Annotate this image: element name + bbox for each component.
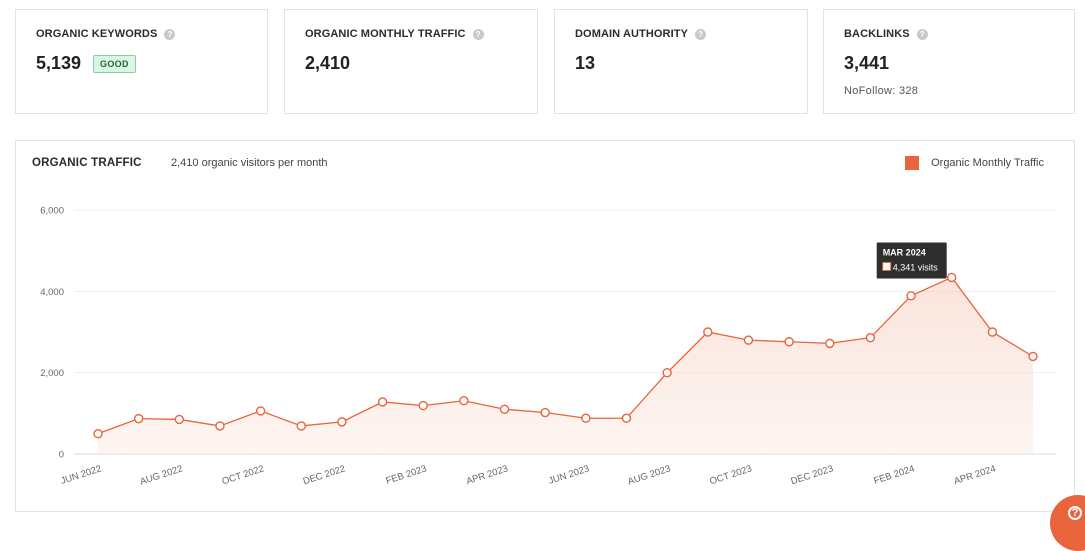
- data-point: [865, 332, 876, 343]
- data-point: [540, 407, 550, 418]
- x-tick-label: JUN 2023: [547, 463, 591, 487]
- data-point: [825, 338, 835, 349]
- card-backlinks: BACKLINKS ? 3,441 NoFollow: 328: [823, 9, 1075, 114]
- y-tick-label: 2,000: [40, 368, 64, 379]
- card-title: DOMAIN AUTHORITY ?: [575, 28, 707, 40]
- traffic-line: [97, 276, 1034, 435]
- data-point: [906, 291, 916, 301]
- tooltip-swatch: [882, 261, 892, 271]
- help-icon[interactable]: ?: [916, 28, 928, 40]
- organic-keywords-value: 5,139: [36, 53, 82, 73]
- x-tick-label: JUN 2022: [59, 463, 103, 487]
- data-point: [133, 413, 144, 424]
- data-point: [946, 272, 957, 283]
- x-tick-label: APR 2024: [953, 463, 998, 487]
- data-point: [621, 413, 632, 423]
- organic-traffic-panel: 0 2,000 4,000 6,000 JUN 2022 AUG 2022 OCT 2022…: [15, 140, 1075, 512]
- x-tick-label: APR 2023: [465, 463, 510, 487]
- data-point: [743, 335, 754, 345]
- x-tick-label: OCT 2022: [221, 463, 266, 487]
- domain-authority-value: 13: [575, 53, 596, 73]
- x-tick-label: OCT 2023: [708, 463, 753, 487]
- data-point: [255, 406, 266, 416]
- data-point: [215, 421, 225, 431]
- chart-subtitle: 2,410 organic visitors per month: [171, 157, 328, 169]
- data-point: [174, 414, 185, 425]
- traffic-chart: 0 2,000 4,000 6,000 JUN 2022 AUG 2022 OCT 2022…: [40, 206, 1056, 488]
- card-title: ORGANIC MONTHLY TRAFFIC ?: [305, 28, 484, 40]
- card-organic-monthly-traffic: ORGANIC MONTHLY TRAFFIC ? 2,410: [284, 9, 538, 114]
- chart-title: ORGANIC TRAFFIC: [32, 157, 142, 169]
- help-icon[interactable]: ?: [472, 28, 484, 40]
- tooltip-box: [876, 242, 947, 279]
- tooltip-value: 4,341 visits: [893, 262, 939, 272]
- card-title: BACKLINKS ?: [844, 28, 928, 40]
- y-tick-label: 6,000: [40, 206, 64, 217]
- data-point: [581, 413, 591, 423]
- backlinks-value: 3,441: [844, 53, 890, 73]
- data-point: [337, 417, 347, 427]
- data-point: [1028, 351, 1038, 362]
- data-point: [784, 337, 794, 347]
- x-tick-label: FEB 2024: [872, 463, 916, 487]
- card-organic-keywords: ORGANIC KEYWORDS ? 5,139 GOOD: [15, 9, 268, 114]
- data-point: [459, 396, 469, 406]
- data-point: [93, 428, 103, 439]
- card-domain-authority: DOMAIN AUTHORITY ? 13: [554, 9, 808, 114]
- y-tick-label: 4,000: [40, 287, 64, 298]
- card-title: ORGANIC KEYWORDS ?: [36, 28, 176, 40]
- organic-traffic-value: 2,410: [305, 53, 351, 73]
- nofollow-count: NoFollow: 328: [844, 85, 919, 97]
- x-tick-label: FEB 2023: [385, 463, 429, 487]
- x-tick-label: DEC 2023: [790, 463, 835, 487]
- legend-label: Organic Monthly Traffic: [931, 157, 1044, 169]
- data-point: [703, 327, 713, 337]
- y-tick-label: 0: [59, 450, 64, 461]
- data-point: [662, 367, 672, 378]
- tooltip-month: MAR 2024: [883, 247, 926, 257]
- chart-legend[interactable]: Organic Monthly Traffic: [905, 156, 1044, 170]
- traffic-area: [98, 277, 1033, 454]
- data-point: [296, 421, 306, 431]
- question-icon: ?: [1068, 506, 1082, 520]
- data-point: [987, 327, 998, 337]
- data-point: [499, 404, 510, 414]
- data-point: [418, 400, 428, 411]
- status-badge: GOOD: [93, 54, 136, 73]
- help-icon[interactable]: ?: [695, 28, 707, 40]
- x-tick-label: AUG 2023: [626, 463, 672, 487]
- x-tick-label: DEC 2022: [302, 463, 347, 487]
- help-icon[interactable]: ?: [164, 28, 176, 40]
- data-point: [377, 397, 388, 407]
- legend-swatch: [905, 156, 920, 170]
- x-tick-label: AUG 2022: [139, 463, 185, 487]
